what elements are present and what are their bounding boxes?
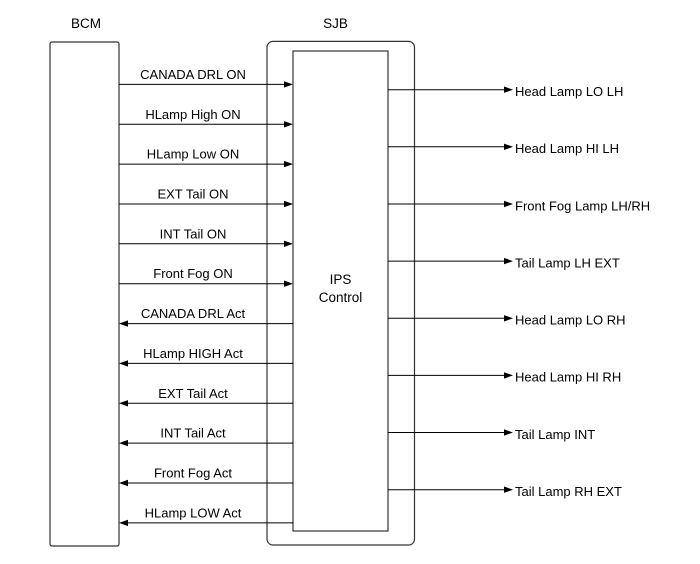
svg-text:HLamp Low ON: HLamp Low ON (147, 147, 239, 162)
svg-text:Front Fog Act: Front Fog Act (154, 466, 232, 481)
svg-text:HLamp HIGH Act: HLamp HIGH Act (143, 346, 243, 361)
svg-text:EXT Tail Act: EXT Tail Act (158, 386, 228, 401)
svg-text:IPS: IPS (330, 272, 352, 287)
svg-text:CANADA DRL Act: CANADA DRL Act (141, 306, 246, 321)
svg-text:BCM: BCM (71, 16, 101, 31)
svg-text:Tail Lamp INT: Tail Lamp INT (515, 427, 595, 442)
svg-text:Head Lamp LO LH: Head Lamp LO LH (515, 84, 623, 99)
svg-text:Control: Control (319, 290, 363, 305)
svg-text:INT Tail Act: INT Tail Act (160, 426, 226, 441)
svg-text:Head Lamp LO RH: Head Lamp LO RH (515, 313, 626, 328)
svg-text:Head Lamp HI LH: Head Lamp HI LH (515, 141, 619, 156)
svg-text:Tail Lamp LH EXT: Tail Lamp LH EXT (515, 255, 620, 270)
svg-text:HLamp High ON: HLamp High ON (145, 107, 240, 122)
svg-text:SJB: SJB (323, 16, 348, 31)
svg-text:EXT Tail ON: EXT Tail ON (157, 187, 228, 202)
svg-text:Head Lamp HI RH: Head Lamp HI RH (515, 370, 621, 385)
svg-text:HLamp LOW Act: HLamp LOW Act (145, 505, 242, 520)
svg-text:INT Tail ON: INT Tail ON (160, 226, 227, 241)
svg-text:CANADA DRL ON: CANADA DRL ON (140, 67, 246, 82)
svg-text:Front Fog ON: Front Fog ON (153, 266, 232, 281)
svg-text:Front Fog Lamp LH/RH: Front Fog Lamp LH/RH (515, 198, 650, 213)
svg-text:Tail Lamp RH EXT: Tail Lamp RH EXT (515, 484, 622, 499)
